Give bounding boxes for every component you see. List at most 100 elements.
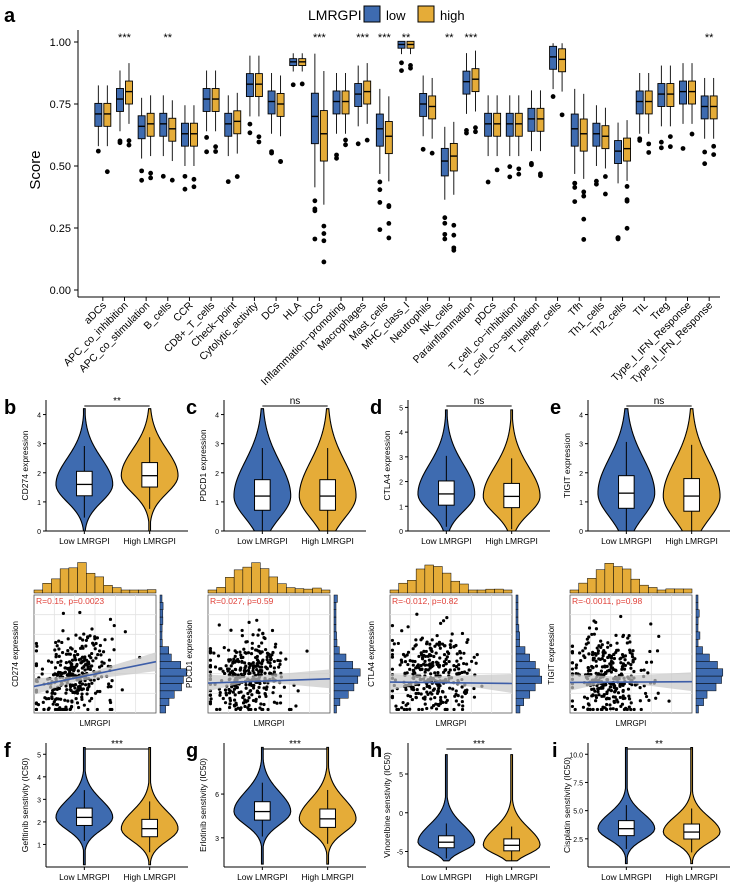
- scatter-point: [265, 685, 269, 689]
- scatter-point: [256, 633, 260, 637]
- marginal-hist-bar-x: [103, 585, 113, 594]
- marginal-hist-bar-y: [333, 653, 347, 662]
- box-high: [666, 83, 675, 107]
- marginal-hist-bar-y: [159, 631, 163, 640]
- scatter-point: [626, 661, 630, 665]
- scatter-point: [75, 691, 80, 695]
- scatter-point: [244, 651, 248, 655]
- scatter-point: [656, 691, 660, 695]
- outlier-point: [95, 148, 101, 154]
- y-tick-label: 2: [579, 471, 583, 478]
- marginal-hist-bar-y: [515, 698, 524, 706]
- scatter-point: [590, 694, 594, 698]
- scatter-point: [68, 652, 72, 656]
- scatter-point: [43, 696, 47, 700]
- scatter-point: [427, 684, 431, 688]
- marginal-hist-bar-x: [286, 587, 296, 594]
- scatter-point: [599, 673, 603, 677]
- outlier-point: [321, 223, 327, 229]
- scatter-point: [253, 707, 258, 712]
- scatter-point: [626, 687, 631, 691]
- scatter-point: [609, 643, 613, 647]
- scatter-point: [89, 664, 93, 668]
- scatter-point: [619, 704, 623, 709]
- outlier-point: [494, 167, 500, 173]
- scatter-point: [447, 670, 451, 675]
- scatter-point: [436, 702, 441, 707]
- scatter-point: [417, 707, 421, 712]
- marginal-hist-bar-y: [515, 624, 520, 633]
- scatter-point: [237, 659, 241, 664]
- scatter-point: [108, 617, 113, 621]
- outlier-point: [377, 200, 383, 205]
- marginal-hist-bar-x: [138, 589, 148, 594]
- box-high: [514, 112, 523, 137]
- scatter-point: [41, 700, 45, 705]
- scatter-point: [247, 620, 251, 624]
- scatter-point: [271, 691, 275, 695]
- scatter-point: [66, 637, 70, 641]
- scatter-point: [257, 628, 261, 632]
- scatter-point: [278, 694, 283, 698]
- scatter-point: [594, 620, 598, 624]
- scatter-point: [82, 703, 86, 707]
- scatter-point: [69, 705, 74, 709]
- scatter-point: [439, 699, 443, 703]
- scatter-point: [252, 671, 256, 675]
- scatter-point: [208, 658, 213, 662]
- box-low: [116, 88, 124, 112]
- outlier-point: [451, 245, 457, 251]
- scatter-point: [80, 697, 84, 701]
- outlier-point: [334, 155, 339, 161]
- scatter-point: [390, 667, 395, 671]
- outlier-point: [550, 94, 556, 99]
- scatter-point: [227, 648, 231, 652]
- scatter-point: [261, 632, 265, 636]
- scatter-point: [642, 668, 646, 672]
- scatter-point: [84, 644, 88, 648]
- scatter-point: [106, 685, 110, 689]
- y-axis-title: CTLA4 expression: [367, 621, 376, 687]
- violin-high: [482, 754, 541, 862]
- scatter-point: [608, 703, 612, 707]
- box-low: [440, 147, 449, 177]
- scatter-point: [464, 662, 469, 666]
- outlier-point: [507, 174, 513, 180]
- scatter-point: [425, 640, 429, 644]
- outlier-point: [473, 129, 478, 135]
- scatter-point: [53, 666, 58, 670]
- scatter-point: [88, 699, 92, 703]
- outlier-point: [160, 173, 166, 179]
- scatter-point: [257, 644, 261, 648]
- scatter-point: [441, 663, 446, 668]
- box-high: [103, 102, 112, 127]
- scatter-point: [431, 663, 435, 668]
- scatter-point: [65, 688, 69, 692]
- x-tick-label: TIL: [631, 300, 650, 319]
- significance-mark: **: [705, 32, 714, 44]
- scatter-point: [226, 669, 230, 673]
- scatter-point: [90, 696, 94, 701]
- marginal-hist-bar-x: [630, 578, 640, 594]
- scatter-point: [649, 622, 653, 626]
- outlier-point: [321, 231, 327, 236]
- scatter-point: [54, 640, 58, 645]
- scatter-point: [50, 660, 54, 664]
- scatter-point: [424, 649, 428, 654]
- scatter-point: [438, 646, 442, 650]
- scatter-point: [272, 659, 276, 664]
- marginal-hist-bar-x: [321, 589, 331, 594]
- marginal-hist-bar-x: [639, 584, 649, 594]
- scatter-point: [458, 649, 462, 654]
- box-low: [505, 112, 514, 137]
- scatter-point: [607, 688, 611, 692]
- scatter-point: [621, 664, 625, 668]
- x-tick-label: Low LMRGPI: [421, 536, 472, 546]
- scatter-point: [209, 697, 213, 701]
- scatter-point: [586, 702, 590, 706]
- outlier-point: [637, 136, 643, 142]
- box-high: [319, 110, 328, 162]
- scatter-point: [257, 695, 262, 699]
- scatter-point: [448, 645, 453, 650]
- marginal-hist-bar-y: [159, 705, 166, 714]
